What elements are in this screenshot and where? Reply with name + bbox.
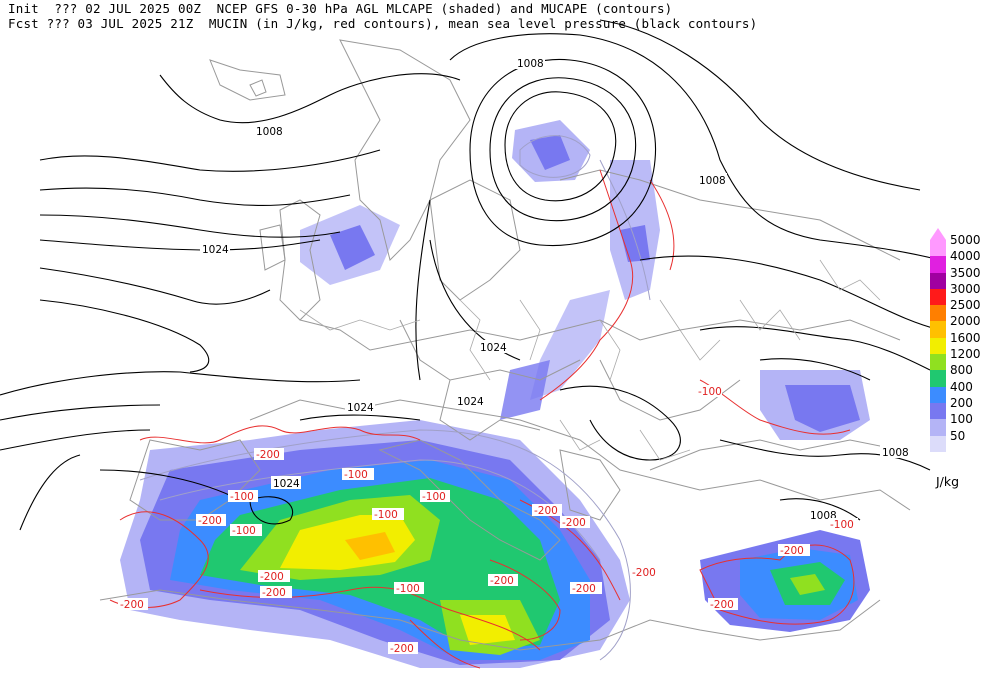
legend-label: 2000: [950, 314, 981, 329]
legend-swatch: [930, 435, 946, 452]
isobar-label: 1024: [457, 396, 484, 408]
cin-label: -200: [562, 517, 586, 529]
legend-swatch: [930, 354, 946, 371]
cin-label: -200: [490, 575, 514, 587]
legend-label: 800: [950, 363, 973, 378]
isobars: [0, 19, 941, 531]
legend-label: 2500: [950, 298, 981, 313]
borders: [299, 259, 881, 461]
legend-swatch: [930, 370, 946, 387]
legend-label: 200: [950, 395, 973, 410]
isobar-label: 1024: [480, 342, 507, 354]
cin-label: -200: [710, 599, 734, 611]
legend-label: 1600: [950, 330, 981, 345]
cin-label: -100: [698, 386, 722, 398]
header-init-line: Init ??? 02 JUL 2025 00Z NCEP GFS 0-30 h…: [8, 1, 673, 16]
isobar-label: 1008: [882, 447, 909, 459]
legend-label: 4000: [950, 249, 981, 264]
legend-swatch: [930, 337, 946, 355]
isobar-label: 1008: [699, 175, 726, 187]
cin-label: -100: [396, 583, 420, 595]
cin-labels: -100 -200 -100 -200 -100 -100 -200 -200 …: [118, 385, 858, 655]
cin-label: -200: [390, 643, 414, 655]
cin-label: -100: [422, 491, 446, 503]
isobar-label: 1024: [202, 244, 229, 256]
legend-units: J/kg: [936, 474, 960, 489]
isobar-label: 1024: [347, 402, 374, 414]
isobar-labels: 1008 1008 1008 1024 1024 1024 1024 1024 …: [200, 56, 910, 522]
cin-label: -200: [780, 545, 804, 557]
cin-label: -200: [256, 449, 280, 461]
legend-swatch: [930, 272, 946, 289]
cin-label: -100: [230, 491, 254, 503]
legend-label: 50: [950, 428, 966, 443]
cin-label: -100: [830, 519, 854, 531]
cin-label: -200: [260, 571, 284, 583]
cin-label: -200: [198, 515, 222, 527]
cin-label: -200: [572, 583, 596, 595]
cin-label: -200: [262, 587, 286, 599]
legend-swatch: [930, 402, 946, 420]
legend-swatch: [930, 386, 946, 403]
cin-label: -100: [344, 469, 368, 481]
isobar-label: 1024: [273, 478, 300, 490]
legend-arrow: [930, 228, 946, 240]
header-forecast-line: Fcst ??? 03 JUL 2025 21Z MUCIN (in J/kg,…: [8, 16, 758, 31]
cin-label: -200: [534, 505, 558, 517]
cin-label: -100: [374, 509, 398, 521]
legend-label: 100: [950, 412, 973, 427]
legend-swatch: [930, 288, 946, 306]
coastlines: [99, 39, 911, 651]
legend-label: 5000: [950, 233, 981, 247]
cin-label: -200: [632, 567, 656, 579]
legend-swatch: [930, 305, 946, 322]
cin-label: -100: [232, 525, 256, 537]
legend-swatch: [930, 256, 946, 273]
legend-label: 3500: [950, 265, 981, 280]
legend-swatch: [930, 240, 946, 257]
legend-label: 400: [950, 379, 973, 394]
legend-swatch: [930, 321, 946, 338]
isobar-label: 1008: [256, 126, 283, 138]
cin-label: -200: [120, 599, 144, 611]
isobar-label: 1008: [517, 58, 544, 70]
legend-label: 1200: [950, 347, 981, 362]
legend-swatch: [930, 419, 946, 436]
legend-label: 3000: [950, 281, 981, 296]
